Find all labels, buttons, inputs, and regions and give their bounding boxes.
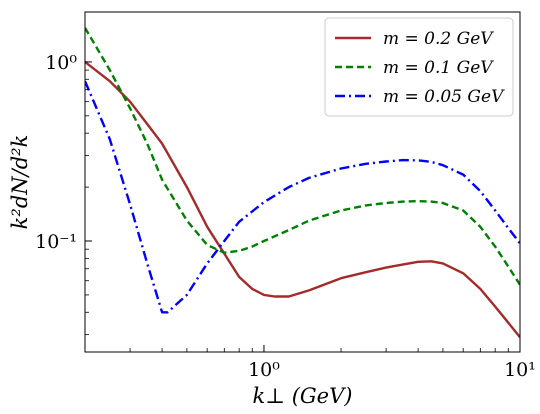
plot-frame <box>84 11 521 353</box>
y-tick-label: 10⁰ <box>45 52 77 74</box>
ticks-layer: 10⁰ 10¹ 10⁰ 10⁻¹ <box>35 52 536 381</box>
legend-label-3: m = 0.05 GeV <box>383 87 505 107</box>
legend: m = 0.2 GeV m = 0.1 GeV m = 0.05 GeV <box>324 17 514 117</box>
x-axis-label: k⊥ (GeV) <box>253 384 353 408</box>
x-tick-label: 10⁰ <box>248 359 280 381</box>
series-line-2 <box>85 27 520 286</box>
series-layer <box>85 27 520 339</box>
legend-label-2: m = 0.1 GeV <box>383 58 494 78</box>
x-tick-label: 10¹ <box>504 359 536 381</box>
legend-box <box>324 17 514 117</box>
series-line-3 <box>85 80 520 314</box>
series-line-1 <box>85 60 520 339</box>
y-axis-label: k²dN/d²k <box>8 135 32 230</box>
y-tick-label: 10⁻¹ <box>35 231 77 253</box>
legend-label-1: m = 0.2 GeV <box>383 29 494 49</box>
